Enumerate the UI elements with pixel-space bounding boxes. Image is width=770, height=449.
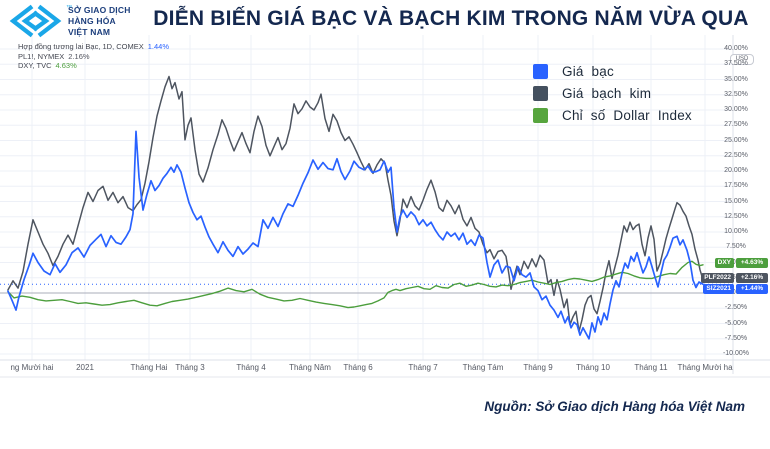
x-axis-tick-label: Tháng Hai (130, 363, 168, 372)
legend-item-dxy: Chỉ số Dollar Index (533, 108, 692, 123)
dxy-color-swatch (533, 108, 548, 123)
series-line-SIZ2021 (7, 130, 704, 340)
x-axis-tick-label: Tháng 10 (576, 363, 610, 372)
symbol-name: DXY, TVC (18, 61, 52, 70)
legend-label: Giá bạch kim (562, 86, 652, 101)
y-axis-tick-label: 2.50% (704, 274, 768, 281)
y-axis-tick-label: 37.50% (724, 60, 748, 68)
badge-value: +1.44% (736, 283, 768, 294)
x-axis-tick-label: Tháng 9 (523, 363, 553, 372)
symbol-info-row[interactable]: Hợp đồng tương lai Bạc, 1D, COMEX 1.44% (18, 42, 169, 52)
trademark-symbol: ™ (66, 5, 72, 11)
symbol-name: PL1!, NYMEX (18, 51, 65, 61)
y-axis-tick-label: 30.00% (724, 106, 748, 113)
y-axis-tick-label: -10.00% (722, 350, 750, 357)
x-axis-tick-label: Tháng 4 (236, 363, 266, 372)
x-axis-tick-label: Tháng 3 (175, 363, 205, 372)
mxv-logo: ™ SỞ GIAO DỊCH HÀNG HÓA VIỆT NAM (8, 3, 131, 39)
x-axis-tick-label: 2021 (76, 363, 94, 372)
x-axis-tick-label: Tháng Mười ha (677, 363, 733, 372)
badge-symbol: SIZ2021 (703, 283, 734, 294)
platinum-color-swatch (533, 86, 548, 101)
x-axis-tick-label: Tháng 7 (408, 363, 438, 372)
symbol-change: 2.16% (68, 51, 90, 61)
y-axis-tick-label: 5.00% (704, 259, 768, 266)
series-line-PLF2022 (7, 75, 704, 333)
source-caption: Nguồn: Sở Giao dịch Hàng hóa Việt Nam (484, 399, 745, 414)
badge-symbol: DXY (714, 258, 734, 268)
y-axis-tick-label: 27.50% (724, 121, 748, 129)
y-axis-tick-label: 17.50% (724, 182, 748, 190)
x-axis-tick-label: Tháng 11 (634, 363, 668, 372)
logo-line-3: VIỆT NAM (68, 26, 111, 37)
symbol-info-row[interactable]: PL1!, NYMEX 2.16% (18, 52, 169, 62)
y-axis-tick-label: 35.00% (724, 75, 748, 83)
symbol-change: 4.63% (55, 61, 77, 70)
y-axis-tick-label: 10.00% (724, 228, 748, 235)
symbol-change: 1.44% (147, 42, 170, 51)
legend-item-silver: Giá bạc (533, 64, 692, 79)
y-axis-tick-label: 25.00% (724, 136, 748, 144)
y-axis-tick-label: 22.50% (724, 151, 748, 159)
y-axis-tick-label: 7.50% (726, 243, 746, 251)
y-axis-tick-label: 0.00% (704, 289, 768, 296)
y-axis-tick-label: 12.50% (724, 212, 748, 220)
symbol-info: Hợp đồng tương lai Bạc, 1D, COMEX 1.44% P… (18, 42, 169, 71)
badge-value: +4.63% (736, 258, 768, 268)
x-axis-tick-label: ng Mười hai (10, 363, 54, 372)
y-axis-tick-label: 32.50% (724, 90, 748, 98)
symbol-name: Hợp đồng tương lai Bạc, 1D, COMEX (18, 42, 144, 51)
price-badge-silver[interactable]: SIZ2021 +1.44% (703, 283, 768, 294)
price-badge-platinum[interactable]: PLF2022 +2.16% (701, 273, 768, 283)
y-axis-tick-label: 20.00% (724, 167, 748, 174)
x-axis-tick-label: Tháng Năm (289, 363, 331, 372)
series-line-DXY (7, 260, 704, 309)
x-axis-tick-label: Tháng Tám (462, 363, 504, 372)
y-axis-tick-label: -5.00% (724, 319, 748, 327)
mxv-logo-text: SỞ GIAO DỊCH HÀNG HÓA VIỆT NAM (68, 5, 131, 38)
logo-line-1: SỞ GIAO DỊCH (68, 4, 131, 15)
legend-label: Chỉ số Dollar Index (562, 108, 692, 123)
mxv-logo-icon (9, 4, 62, 38)
badge-symbol: PLF2022 (701, 273, 734, 283)
y-axis-tick-label: 40.00% (724, 45, 748, 52)
price-badge-dxy[interactable]: DXY +4.63% (714, 258, 768, 268)
silver-color-swatch (533, 64, 548, 79)
legend-label: Giá bạc (562, 64, 614, 79)
currency-unit-badge[interactable]: USD (730, 54, 754, 65)
page-title: DIỄN BIẾN GIÁ BẠC VÀ BẠCH KIM TRONG NĂM … (153, 7, 749, 30)
symbol-info-row[interactable]: DXY, TVC 4.63% (18, 61, 169, 71)
x-axis-tick-label: Tháng 6 (343, 363, 373, 372)
badge-value: +2.16% (736, 273, 768, 283)
y-axis-tick-label: 15.00% (724, 197, 748, 205)
logo-line-2: HÀNG HÓA (68, 15, 116, 26)
legend-item-platinum: Giá bạch kim (533, 86, 692, 101)
y-axis-tick-label: -7.50% (724, 334, 748, 342)
legend: Giá bạc Giá bạch kim Chỉ số Dollar Index (533, 64, 692, 130)
y-axis-tick-label: -2.50% (724, 304, 748, 312)
